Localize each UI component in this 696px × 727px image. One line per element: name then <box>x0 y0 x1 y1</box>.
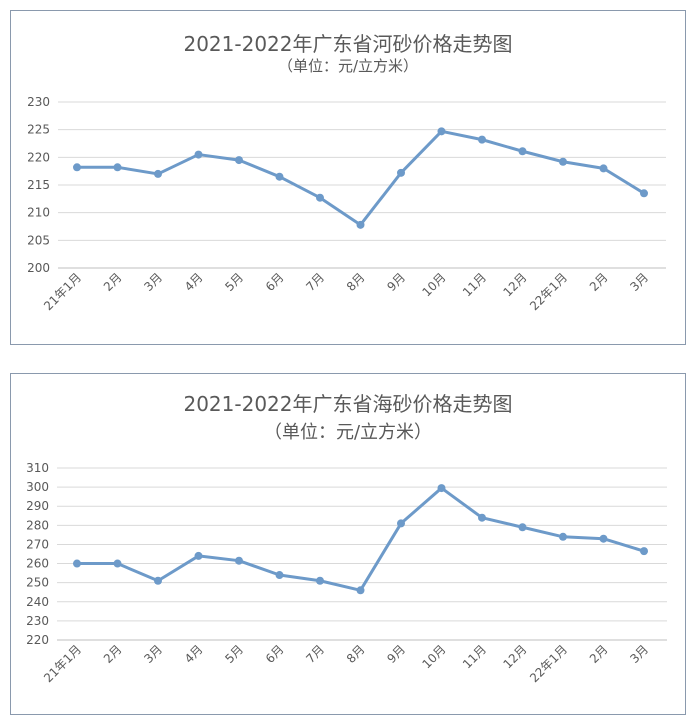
y-tick-label: 250 <box>26 576 49 590</box>
data-point <box>356 586 365 595</box>
x-tick-label: 2月 <box>587 642 611 666</box>
data-point <box>316 193 324 202</box>
x-tick-label: 9月 <box>384 270 408 294</box>
chart-subtitle: （单位：元/立方米） <box>277 57 419 75</box>
y-tick-label: 210 <box>27 206 50 220</box>
data-point <box>478 513 486 522</box>
chart-title: 2021-2022年广东省海砂价格走势图 <box>183 392 513 416</box>
y-tick-label: 220 <box>26 633 49 647</box>
data-point <box>437 127 446 136</box>
x-tick-label: 12月 <box>500 270 529 299</box>
sea-sand-plot: 220 230 240 250 260 270 280 290 300 310 21年1月 2月 3月 4… <box>26 461 667 685</box>
y-tick-label: 240 <box>26 595 49 609</box>
x-tick-label: 21年1月 <box>41 270 84 313</box>
x-tick-label: 4月 <box>182 270 206 294</box>
x-tick-label: 8月 <box>344 270 368 294</box>
data-point <box>73 163 81 172</box>
data-point <box>518 147 527 156</box>
data-point <box>194 551 203 560</box>
chart-subtitle: （单位：元/立方米） <box>263 422 433 443</box>
x-tick-label: 8月 <box>344 642 368 666</box>
data-point <box>356 220 365 229</box>
x-tick-label: 11月 <box>460 642 489 671</box>
data-point <box>478 135 486 144</box>
x-tick-label: 5月 <box>222 642 246 666</box>
series-line <box>75 486 646 592</box>
y-tick-label: 310 <box>26 461 49 475</box>
data-point <box>316 576 324 585</box>
data-point <box>73 559 81 568</box>
data-point <box>599 164 608 173</box>
y-tick-label: 260 <box>26 557 49 571</box>
y-tick-label: 220 <box>27 150 50 164</box>
river-sand-plot: 200 205 210 215 220 225 230 21年1月 2月 3月 4月 5月 6月 7月 8月… <box>27 95 666 313</box>
y-tick-label: 205 <box>27 233 50 247</box>
x-tick-label: 10月 <box>419 270 448 299</box>
y-tick-label: 230 <box>27 95 50 109</box>
x-tick-label: 12月 <box>500 642 529 671</box>
y-tick-label: 230 <box>26 614 49 628</box>
data-point <box>640 189 648 198</box>
x-tick-label: 2月 <box>101 270 125 294</box>
x-tick-label: 22年1月 <box>527 642 570 685</box>
x-tick-label: 21年1月 <box>41 642 84 685</box>
data-point <box>518 523 527 532</box>
data-point <box>235 556 243 565</box>
data-point <box>154 169 162 178</box>
x-tick-label: 2月 <box>101 642 125 666</box>
y-tick-label: 290 <box>26 499 49 513</box>
data-point <box>275 172 284 181</box>
data-point <box>559 157 567 166</box>
y-tick-label: 280 <box>26 518 49 532</box>
x-tick-label: 9月 <box>384 642 408 666</box>
sea-sand-chart-panel: 2021-2022年广东省海砂价格走势图 （单位：元/立方米） 220 230 24… <box>10 373 686 715</box>
chart-title: 2021-2022年广东省河砂价格走势图 <box>183 32 513 56</box>
y-tick-label: 270 <box>26 537 49 551</box>
x-tick-label: 3月 <box>141 270 165 294</box>
x-tick-label: 6月 <box>263 270 287 294</box>
series-line <box>75 129 646 227</box>
x-tick-label: 11月 <box>460 270 489 299</box>
x-tick-label: 3月 <box>141 642 165 666</box>
data-point <box>640 547 648 556</box>
data-point <box>154 576 162 585</box>
data-point <box>559 532 567 541</box>
x-tick-label: 7月 <box>303 270 327 294</box>
x-tick-label: 22年1月 <box>527 270 570 313</box>
y-tick-label: 200 <box>27 261 50 275</box>
y-tick-label: 225 <box>27 123 50 137</box>
data-point <box>437 484 446 493</box>
y-tick-label: 215 <box>27 178 50 192</box>
data-point <box>275 571 284 580</box>
data-point <box>194 150 203 159</box>
data-point <box>235 156 243 165</box>
x-tick-label: 3月 <box>627 642 651 666</box>
data-point <box>113 559 122 568</box>
data-point <box>397 519 405 528</box>
data-point <box>113 163 122 172</box>
x-tick-label: 3月 <box>627 270 651 294</box>
x-tick-label: 2月 <box>587 270 611 294</box>
x-tick-label: 6月 <box>263 642 287 666</box>
y-tick-label: 300 <box>26 480 49 494</box>
x-tick-label: 5月 <box>222 270 246 294</box>
river-sand-chart-panel: 2021-2022年广东省河砂价格走势图 （单位：元/立方米） 200 205 21… <box>10 10 686 345</box>
x-tick-label: 4月 <box>182 642 206 666</box>
x-tick-label: 7月 <box>303 642 327 666</box>
x-tick-label: 10月 <box>419 642 448 671</box>
data-point <box>397 168 405 177</box>
data-point <box>599 534 608 543</box>
